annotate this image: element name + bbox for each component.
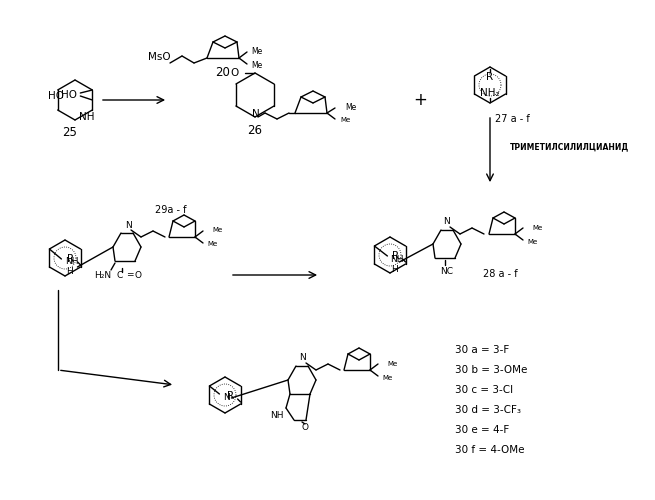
Text: 30 b = 3-OMe: 30 b = 3-OMe — [455, 365, 527, 375]
Text: NH: NH — [390, 256, 404, 264]
Text: 30 d = 3-CF₃: 30 d = 3-CF₃ — [455, 405, 521, 415]
Text: NH: NH — [79, 112, 94, 122]
Text: 30 a = 3-F: 30 a = 3-F — [455, 345, 509, 355]
Text: NC: NC — [441, 268, 453, 276]
Text: N: N — [124, 220, 132, 230]
Text: N: N — [223, 392, 230, 402]
Text: 20: 20 — [215, 66, 231, 78]
Text: O: O — [301, 424, 309, 432]
Text: C: C — [117, 270, 123, 280]
Text: Me: Me — [251, 60, 262, 70]
Text: Me: Me — [532, 225, 542, 231]
Text: 27 a - f: 27 a - f — [495, 114, 530, 124]
Text: O: O — [231, 68, 239, 78]
Text: 30 c = 3-Cl: 30 c = 3-Cl — [455, 385, 513, 395]
Text: NH: NH — [66, 258, 79, 266]
Text: Me: Me — [251, 46, 262, 56]
Text: R: R — [392, 251, 400, 261]
Text: 29a - f: 29a - f — [155, 205, 187, 215]
Text: 28 a - f: 28 a - f — [483, 269, 517, 279]
Text: Me: Me — [345, 104, 356, 112]
Text: H: H — [392, 266, 398, 274]
Text: R: R — [487, 72, 494, 82]
Text: 26: 26 — [248, 124, 263, 138]
Text: HO: HO — [48, 91, 64, 101]
Text: ТРИМЕТИЛСИЛИЛЦИАНИД: ТРИМЕТИЛСИЛИЛЦИАНИД — [510, 142, 629, 152]
Text: R: R — [67, 254, 75, 264]
Text: =: = — [126, 270, 134, 280]
Text: Me: Me — [340, 117, 350, 123]
Text: Me: Me — [212, 227, 222, 233]
Text: H: H — [66, 268, 73, 276]
Text: MsO: MsO — [148, 52, 170, 62]
Text: Me: Me — [207, 241, 217, 247]
Text: Me: Me — [382, 375, 392, 381]
Text: N: N — [299, 354, 307, 362]
Text: N: N — [252, 109, 260, 119]
Text: Me: Me — [387, 361, 397, 367]
Text: N: N — [443, 218, 451, 226]
Text: 30 f = 4-OMe: 30 f = 4-OMe — [455, 445, 525, 455]
Text: O: O — [134, 270, 141, 280]
Text: 30 e = 4-F: 30 e = 4-F — [455, 425, 509, 435]
Text: NH: NH — [271, 410, 284, 420]
Text: R: R — [227, 391, 234, 401]
Text: HO: HO — [62, 90, 77, 100]
Text: H₂N: H₂N — [94, 270, 111, 280]
Text: 25: 25 — [63, 126, 77, 138]
Text: NH₂: NH₂ — [480, 88, 500, 98]
Text: +: + — [413, 91, 427, 109]
Text: Me: Me — [527, 239, 537, 245]
